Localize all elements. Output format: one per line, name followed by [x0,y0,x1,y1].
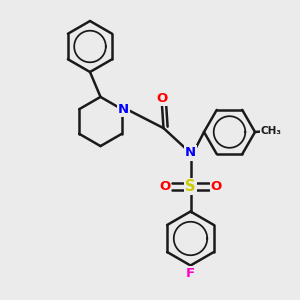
Text: O: O [159,180,170,193]
Text: CH₃: CH₃ [260,126,281,136]
Text: F: F [186,267,195,280]
Text: O: O [211,180,222,193]
Text: S: S [185,179,196,194]
Text: O: O [156,92,168,105]
Text: N: N [185,146,196,160]
Text: N: N [118,103,129,116]
